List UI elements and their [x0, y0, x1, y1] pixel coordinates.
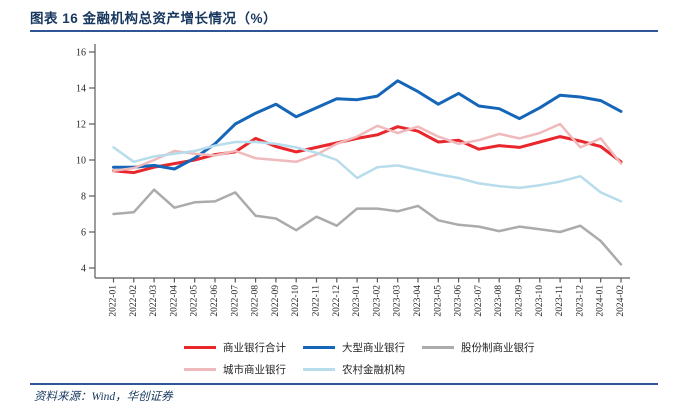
svg-text:2024-02: 2024-02 [616, 285, 626, 317]
series-line-rural-financial-institutions [112, 140, 623, 203]
footer-divider [30, 383, 658, 385]
chart-legend: 商业银行合计 大型商业银行 股份制商业银行城市商业银行 农村金融机构 [0, 336, 687, 380]
source-note: 资料来源：Wind，华创证券 [34, 391, 173, 403]
svg-text:2022-11: 2022-11 [312, 285, 322, 317]
series-line-large-commercial-banks [112, 79, 623, 171]
svg-text:14: 14 [76, 84, 86, 95]
svg-text:2023-02: 2023-02 [372, 285, 382, 317]
legend-label-commercial-banks-total: 商业银行合计 [223, 341, 286, 354]
legend-item-joint-stock-banks: 股份制商业银行 [422, 340, 535, 355]
svg-text:2023-09: 2023-09 [515, 285, 525, 317]
svg-text:2023-01: 2023-01 [352, 285, 362, 317]
legend-label-joint-stock-banks: 股份制商业银行 [461, 341, 535, 354]
legend-swatch-rural-financial-institutions [303, 367, 335, 371]
svg-text:2023-10: 2023-10 [535, 285, 545, 317]
svg-text:2023-03: 2023-03 [393, 285, 403, 317]
figure-title: 图表 16 金融机构总资产增长情况（%） [30, 11, 278, 26]
svg-text:2023-08: 2023-08 [494, 285, 504, 317]
svg-text:2023-05: 2023-05 [433, 285, 443, 317]
svg-text:16: 16 [76, 48, 86, 59]
title-divider [30, 30, 658, 32]
legend-label-city-commercial-banks: 城市商业银行 [223, 363, 286, 376]
legend-item-commercial-banks-total: 商业银行合计 [184, 340, 303, 355]
svg-text:2022-08: 2022-08 [251, 285, 261, 317]
legend-swatch-large-commercial-banks [303, 345, 335, 349]
svg-text:2024-01: 2024-01 [596, 285, 606, 317]
svg-text:2022-10: 2022-10 [291, 285, 301, 317]
legend-swatch-commercial-banks-total [184, 345, 216, 349]
svg-text:2022-07: 2022-07 [230, 285, 240, 317]
svg-text:2023-07: 2023-07 [474, 285, 484, 317]
legend-item-city-commercial-banks: 城市商业银行 [184, 362, 303, 377]
svg-text:2022-09: 2022-09 [271, 285, 281, 317]
svg-text:2022-12: 2022-12 [332, 285, 342, 317]
svg-text:12: 12 [76, 120, 86, 131]
legend-row: 城市商业银行 农村金融机构 [0, 358, 687, 380]
legend-label-rural-financial-institutions: 农村金融机构 [342, 363, 405, 376]
legend-row: 商业银行合计 大型商业银行 股份制商业银行 [0, 336, 687, 358]
svg-text:8: 8 [81, 192, 86, 203]
legend-item-rural-financial-institutions: 农村金融机构 [303, 362, 405, 377]
series-line-city-commercial-banks [112, 122, 623, 173]
svg-text:4: 4 [81, 264, 86, 275]
x-axis-ticks: 2022-01 2022-02 2022-03 2022-04 2022-05 2022-… [109, 278, 626, 317]
legend-item-large-commercial-banks: 大型商业银行 [303, 340, 422, 355]
svg-text:2023-12: 2023-12 [575, 285, 585, 317]
y-axis-ticks: 4 6 8 10 12 14 16 [76, 48, 95, 275]
legend-swatch-city-commercial-banks [184, 367, 216, 371]
svg-text:2022-01: 2022-01 [109, 285, 119, 317]
axes [94, 44, 630, 279]
legend-swatch-joint-stock-banks [422, 345, 454, 349]
svg-text:2023-06: 2023-06 [454, 285, 464, 317]
legend-label-large-commercial-banks: 大型商业银行 [342, 341, 405, 354]
svg-text:2022-04: 2022-04 [169, 285, 179, 317]
svg-text:2022-02: 2022-02 [129, 285, 139, 317]
svg-text:2022-05: 2022-05 [190, 285, 200, 317]
series-line-commercial-banks-total [112, 125, 623, 175]
svg-text:2023-04: 2023-04 [413, 285, 423, 317]
svg-text:6: 6 [81, 228, 86, 239]
svg-text:10: 10 [76, 156, 86, 167]
svg-text:2022-06: 2022-06 [210, 285, 220, 317]
series-line-joint-stock-banks [112, 188, 623, 266]
svg-text:2022-03: 2022-03 [149, 285, 159, 317]
svg-text:2023-11: 2023-11 [555, 285, 565, 317]
